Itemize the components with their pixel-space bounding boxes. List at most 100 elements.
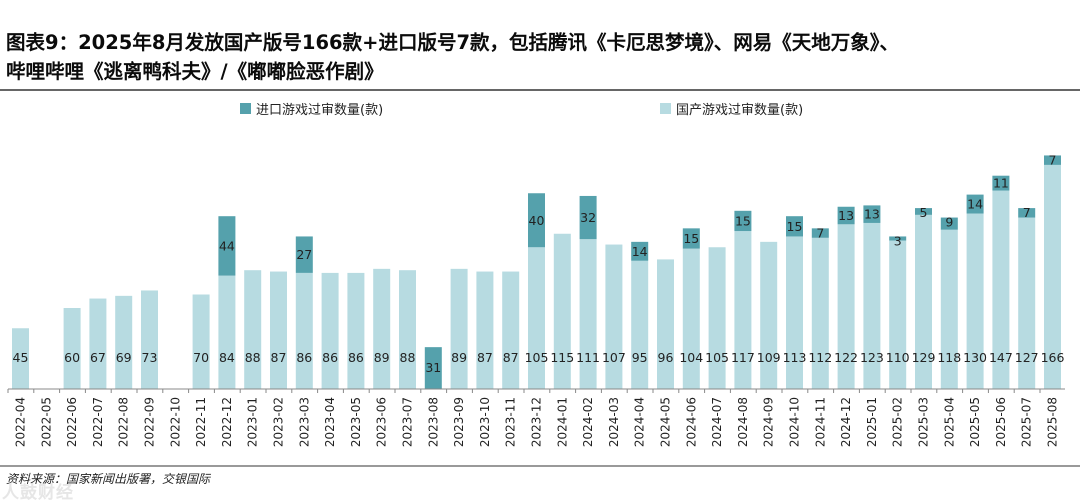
bar-imported-2024-08 xyxy=(734,210,752,232)
x-tick-label-2024-01: 2024-01 xyxy=(555,397,569,447)
label-imported-2025-07: 7 xyxy=(1023,205,1031,220)
x-tick-label-2023-01: 2023-01 xyxy=(246,397,260,447)
x-tick-label-2024-09: 2024-09 xyxy=(762,397,776,447)
label-imported-2025-06: 11 xyxy=(993,176,1009,191)
x-tick-label-2022-05: 2022-05 xyxy=(39,397,53,447)
label-domestic-2024-02: 111 xyxy=(576,350,600,365)
bar-imported-2025-08 xyxy=(1044,155,1061,165)
bar-domestic-2024-02 xyxy=(579,239,597,389)
x-tick-label-2023-12: 2023-12 xyxy=(530,397,544,447)
x-tick-label-2022-12: 2022-12 xyxy=(220,397,234,447)
bar-imported-2024-12 xyxy=(837,206,855,225)
label-domestic-2025-04: 118 xyxy=(937,350,961,365)
x-tick-label-2025-04: 2025-04 xyxy=(942,397,956,447)
bar-domestic-2024-05 xyxy=(657,259,674,389)
label-domestic-2024-09: 109 xyxy=(757,350,781,365)
bar-domestic-2024-08 xyxy=(734,231,752,389)
bar-domestic-2025-04 xyxy=(940,229,958,389)
label-imported-2025-01: 13 xyxy=(864,207,880,222)
label-domestic-2025-08: 166 xyxy=(1041,350,1065,365)
label-imported-2024-12: 13 xyxy=(838,208,854,223)
bar-domestic-2023-12 xyxy=(528,247,545,389)
legend-swatch-domestic xyxy=(660,103,671,114)
x-tick-label-2024-11: 2024-11 xyxy=(813,397,827,447)
label-domestic-2023-12: 105 xyxy=(525,350,549,365)
x-tick-label-2025-01: 2025-01 xyxy=(865,397,879,447)
label-domestic-2024-07: 105 xyxy=(705,350,729,365)
x-tick-label-2022-08: 2022-08 xyxy=(117,397,131,447)
bar-domestic-2024-01 xyxy=(553,233,571,389)
label-imported-2024-06: 15 xyxy=(683,231,699,246)
bar-imported-2023-12 xyxy=(528,193,545,248)
label-domestic-2024-12: 122 xyxy=(834,350,858,365)
x-tick-label-2023-04: 2023-04 xyxy=(323,397,337,447)
label-domestic-2024-10: 113 xyxy=(783,350,807,365)
label-domestic-2025-06: 147 xyxy=(989,350,1013,365)
label-domestic-2022-08: 69 xyxy=(116,350,132,365)
bar-domestic-2023-01 xyxy=(244,270,262,389)
label-imported-2024-08: 15 xyxy=(735,213,751,228)
bar-domestic-2025-05 xyxy=(966,213,984,389)
bar-imported-2024-04 xyxy=(631,241,649,261)
label-domestic-2025-07: 127 xyxy=(1015,350,1039,365)
bar-domestic-2022-11 xyxy=(192,294,210,389)
x-tick-label-2023-09: 2023-09 xyxy=(452,397,466,447)
bar-domestic-2023-04 xyxy=(321,272,339,389)
bar-domestic-2023-03 xyxy=(295,272,313,389)
bar-imported-2024-06 xyxy=(682,228,700,249)
label-imported-2024-10: 15 xyxy=(787,219,803,234)
label-imported-2025-03: 5 xyxy=(920,205,928,220)
x-tick-label-2023-08: 2023-08 xyxy=(426,397,440,447)
bar-domestic-2022-06 xyxy=(63,308,81,389)
bar-imported-2024-11 xyxy=(811,228,829,238)
bar-domestic-2024-03 xyxy=(605,244,623,389)
x-tick-label-2023-10: 2023-10 xyxy=(478,397,492,447)
bar-imported-2024-02 xyxy=(579,195,597,240)
label-imported-2024-02: 32 xyxy=(580,210,596,225)
label-domestic-2023-04: 86 xyxy=(322,350,338,365)
bar-domestic-2023-11 xyxy=(502,271,520,389)
label-imported-2025-02: 3 xyxy=(894,233,902,248)
x-tick-label-2023-07: 2023-07 xyxy=(401,397,415,447)
x-tick-label-2024-06: 2024-06 xyxy=(684,397,698,447)
x-tick-label-2025-03: 2025-03 xyxy=(917,397,931,447)
bar-domestic-2024-04 xyxy=(631,260,649,389)
bar-domestic-2023-06 xyxy=(373,268,391,389)
label-imported-2025-08: 7 xyxy=(1049,152,1057,167)
x-tick-label-2024-07: 2024-07 xyxy=(710,397,724,447)
label-domestic-2024-03: 107 xyxy=(602,350,626,365)
x-tick-label-2024-10: 2024-10 xyxy=(788,397,802,447)
bar-domestic-2025-03 xyxy=(915,214,932,389)
bar-domestic-2025-02 xyxy=(889,240,907,389)
bar-imported-2025-01 xyxy=(863,205,881,223)
label-imported-2022-12: 44 xyxy=(219,238,235,253)
label-domestic-2025-05: 130 xyxy=(963,350,987,365)
bar-imported-2025-02 xyxy=(889,236,907,241)
x-tick-label-2022-07: 2022-07 xyxy=(91,397,105,447)
bar-domestic-2022-04 xyxy=(12,328,29,389)
label-domestic-2023-01: 88 xyxy=(245,350,261,365)
chart-title-line-1: 图表9：2025年8月发放国产版号166款+进口版号7款，包括腾讯《卡厄思梦境》… xyxy=(6,31,900,54)
label-imported-2023-12: 40 xyxy=(529,213,545,228)
bar-domestic-2025-07 xyxy=(1018,217,1036,389)
chart-title: 图表9：2025年8月发放国产版号166款+进口版号7款，包括腾讯《卡厄思梦境》… xyxy=(6,28,1076,86)
legend-swatch-imported xyxy=(240,103,251,114)
bar-domestic-2022-12 xyxy=(218,275,236,389)
label-domestic-2025-03: 129 xyxy=(912,350,936,365)
bar-imported-2025-06 xyxy=(992,175,1010,191)
x-tick-label-2024-05: 2024-05 xyxy=(659,397,673,447)
bar-domestic-2025-08 xyxy=(1044,164,1061,389)
bar-domestic-2023-09 xyxy=(450,268,468,389)
bar-domestic-2024-11 xyxy=(811,237,829,389)
x-tick-label-2023-05: 2023-05 xyxy=(349,397,363,447)
bar-imported-2025-07 xyxy=(1018,208,1036,218)
bar-imported-2025-04 xyxy=(940,217,958,230)
x-tick-label-2023-06: 2023-06 xyxy=(375,397,389,447)
label-domestic-2022-11: 70 xyxy=(193,350,209,365)
label-domestic-2024-01: 115 xyxy=(550,350,574,365)
label-domestic-2023-05: 86 xyxy=(348,350,364,365)
bar-domestic-2024-09 xyxy=(760,241,778,389)
label-domestic-2023-09: 89 xyxy=(451,350,467,365)
legend-label-domestic: 国产游戏过审数量(款) xyxy=(676,103,803,118)
